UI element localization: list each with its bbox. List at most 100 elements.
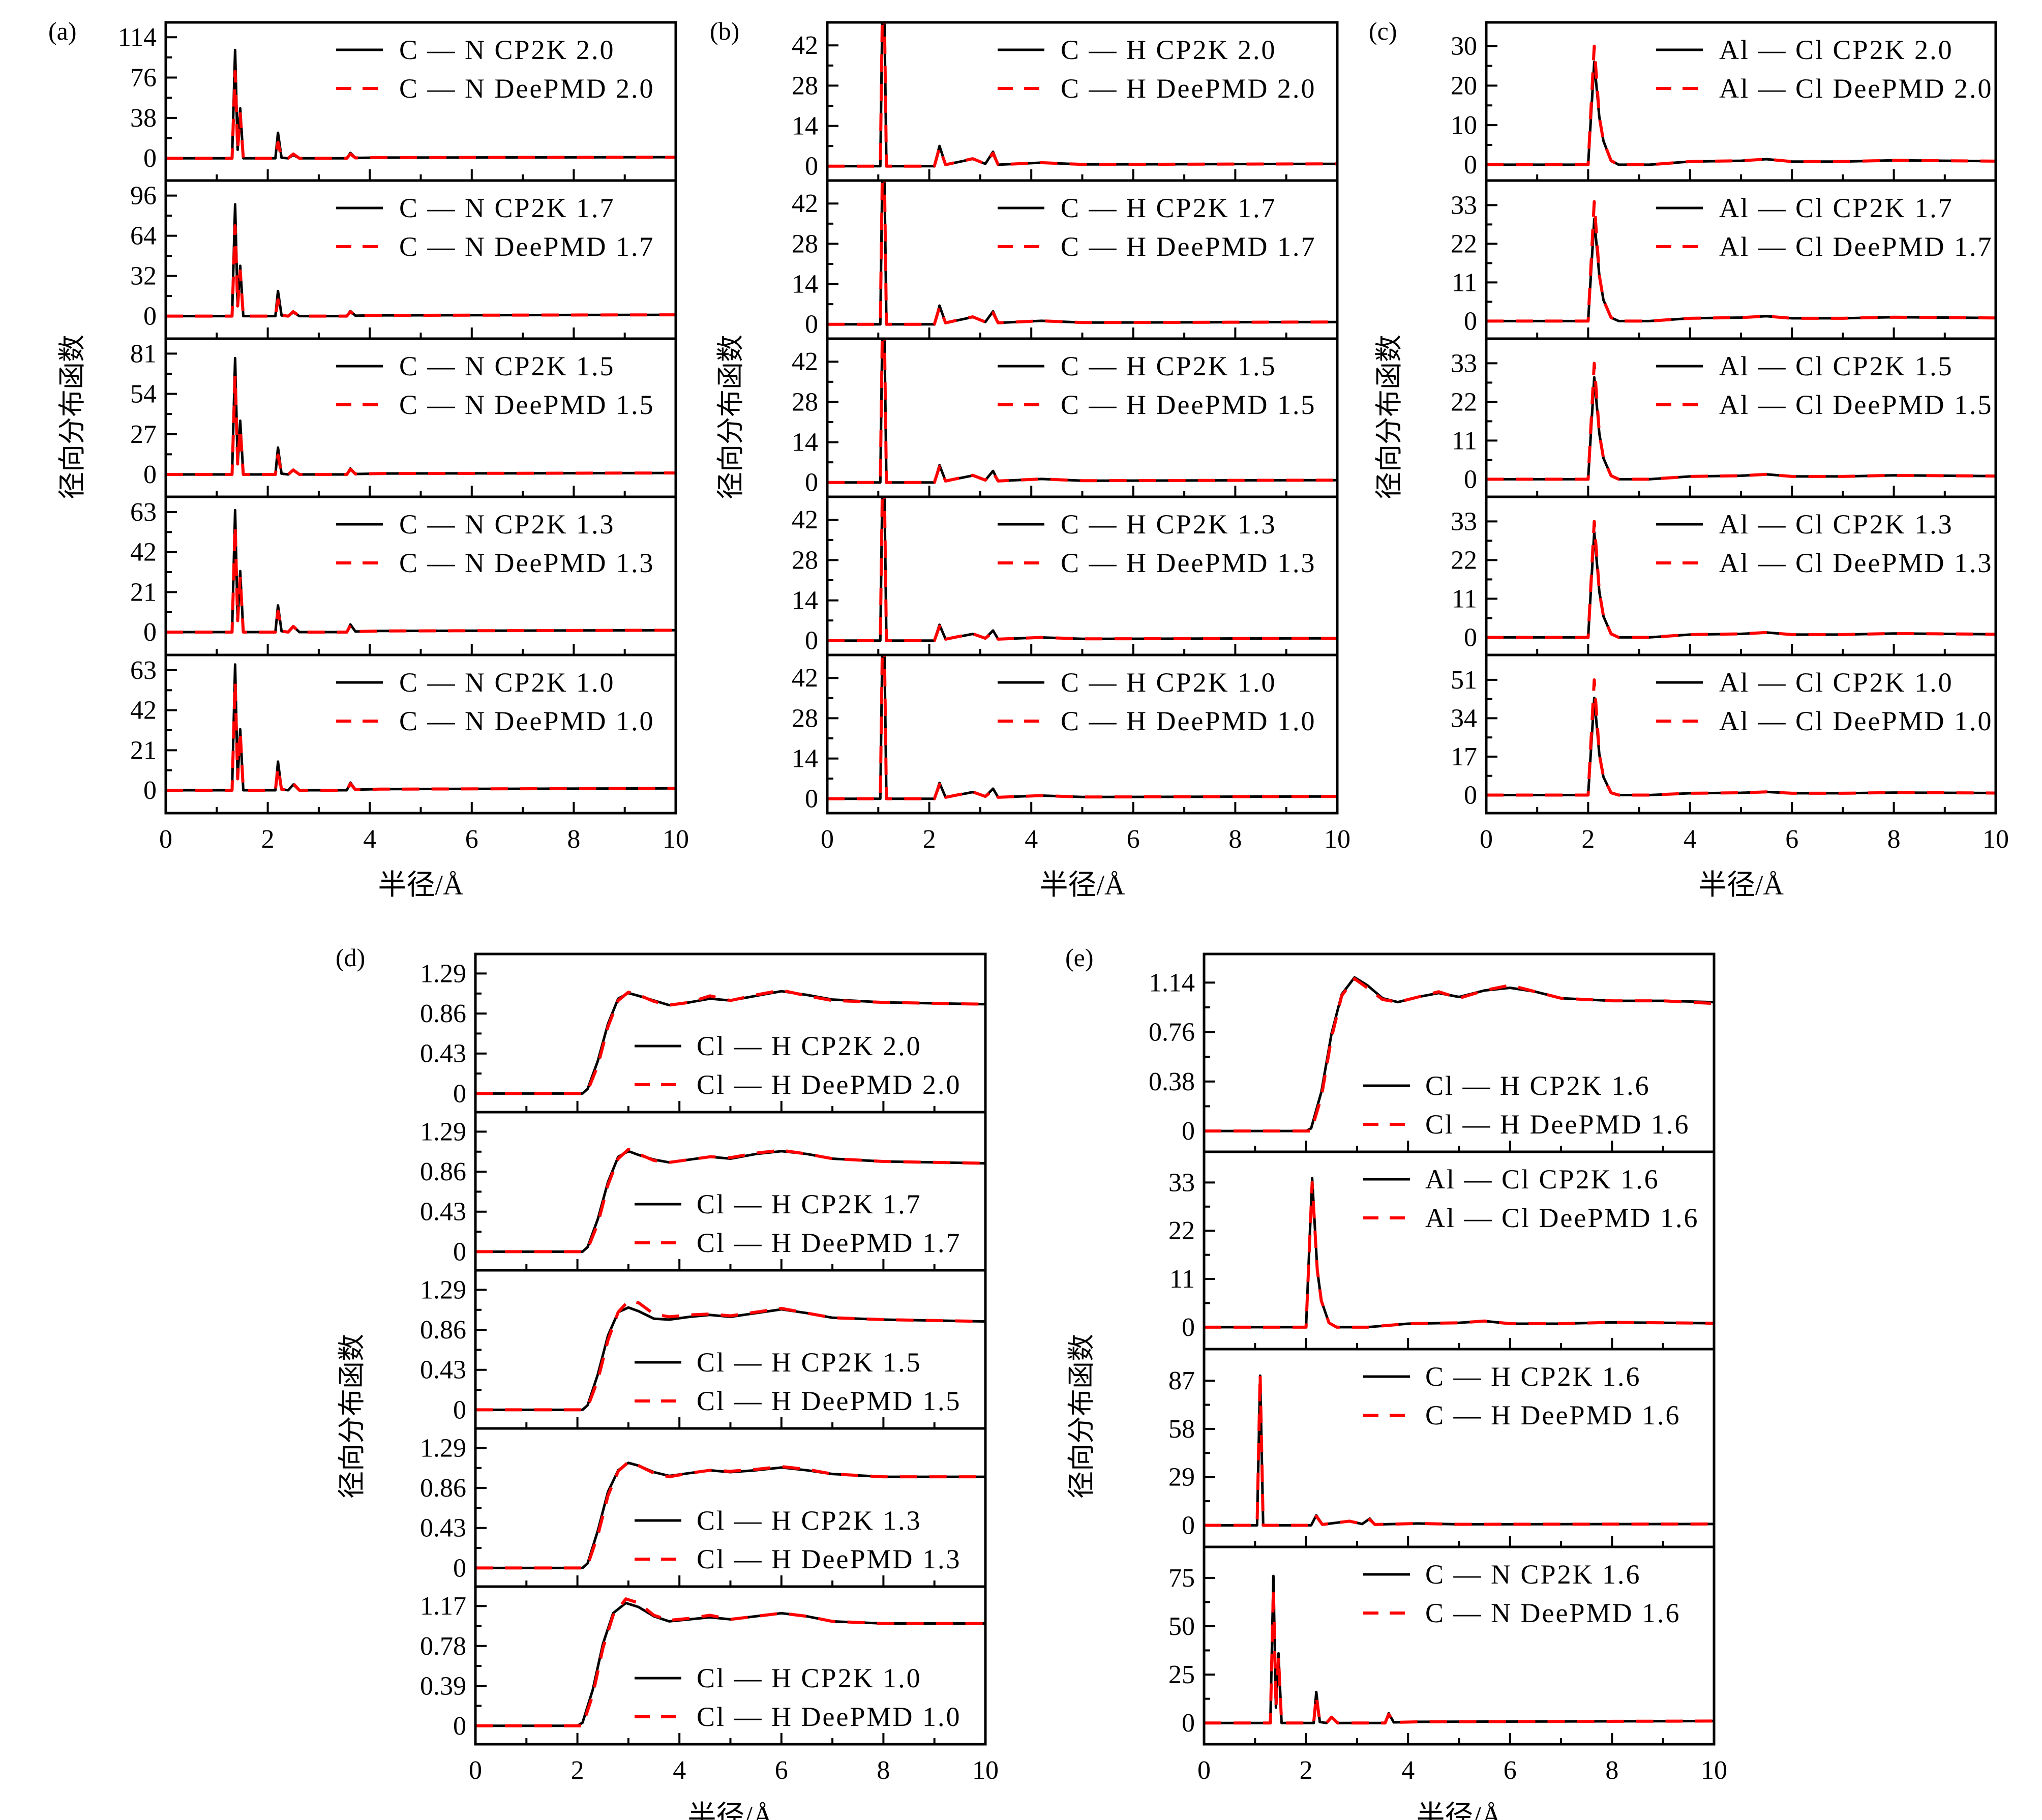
legend-entry: Al — Cl DeePMD 1.5 [1719,390,1993,420]
y-tick-label: 0.43 [420,1514,466,1543]
y-tick-label: 14 [792,744,818,773]
deepmd-series-line [1486,362,1996,481]
x-tick-label: 6 [1785,825,1798,854]
y-tick-label: 11 [1452,584,1477,613]
y-tick-label: 42 [792,664,818,693]
legend-entry: C — H CP2K 1.7 [1061,193,1277,223]
x-tick-label: 0 [821,825,834,854]
legend: C — N CP2K 1.0 C — N DeePMD 1.0 [336,667,655,736]
legend-entry: Al — Cl DeePMD 1.7 [1719,231,1993,262]
legend: C — H CP2K 1.7 C — H DeePMD 1.7 [998,193,1315,262]
panel-label: (b) [710,17,739,45]
legend-entry: Cl — H DeePMD 1.6 [1425,1109,1690,1140]
y-tick-label: 42 [792,31,818,60]
y-axis-label: 径向分布函数 [715,335,746,499]
legend-entry: C — H CP2K 1.6 [1425,1361,1641,1392]
legend: Cl — H CP2K 1.5 Cl — H DeePMD 1.5 [635,1347,960,1416]
legend-entry: C — H CP2K 1.3 [1061,509,1277,540]
cp2k-series-line [1204,1177,1714,1329]
legend: C — N CP2K 2.0 C — N DeePMD 2.0 [336,35,655,104]
x-tick-label: 0 [469,1756,482,1785]
y-tick-label: 0.86 [420,1157,466,1186]
x-tick-label: 2 [923,825,936,854]
x-tick-label: 2 [1300,1756,1313,1785]
y-tick-label: 30 [1451,32,1477,61]
legend: C — H CP2K 1.3 C — H DeePMD 1.3 [998,509,1315,578]
y-tick-label: 1.17 [420,1592,466,1621]
y-axis-label: 径向分布函数 [337,1334,367,1499]
x-tick-label: 10 [972,1756,999,1785]
y-tick-label: 0.43 [420,1039,466,1068]
deepmd-series-line [827,497,1337,642]
deepmd-series-line [1204,1373,1714,1527]
deepmd-series-line [827,339,1337,484]
deepmd-series-line [1204,977,1714,1133]
y-tick-label: 42 [792,347,818,376]
subplot: 0 14 28 42 C — H CP2K 1.3 C — H DeePMD 1.3 [792,495,1339,657]
legend: C — H CP2K 1.6 C — H DeePMD 1.6 [1363,1361,1681,1430]
legend-entry: C — N DeePMD 2.0 [399,73,655,104]
legend-entry: C — N DeePMD 1.0 [399,706,655,736]
subplot: 0 14 28 42 C — H CP2K 2.0 C — H DeePMD 2.0 [792,21,1339,182]
legend: Cl — H CP2K 1.7 Cl — H DeePMD 1.7 [635,1189,960,1258]
legend-entry: Cl — H CP2K 1.7 [697,1189,922,1219]
legend-entry: Cl — H DeePMD 2.0 [697,1069,962,1100]
y-tick-label: 0 [805,152,818,181]
legend: Al — Cl CP2K 2.0 Al — Cl DeePMD 2.0 [1656,35,1992,104]
x-axis-label: 半径/Å [1698,870,1784,901]
legend-entry: Cl — H CP2K 1.5 [697,1347,922,1378]
legend: C — H CP2K 1.5 C — H DeePMD 1.5 [998,351,1315,420]
subplot: 0 11 22 33 Al — Cl CP2K 1.5 Al — Cl DeePMD 1.… [1451,337,1997,498]
y-tick-label: 0 [805,310,818,339]
cp2k-series-line [1486,61,1996,166]
legend-entry: C — N CP2K 1.6 [1425,1559,1641,1590]
y-tick-label: 0 [1182,1313,1195,1342]
subplot: 0 0.38 0.76 1.14 Cl — H CP2K 1.6 Cl — H DeePM… [1149,952,1716,1153]
deepmd-series-line [1486,200,1996,323]
deepmd-series-line [1204,1181,1714,1329]
legend: Cl — H CP2K 1.6 Cl — H DeePMD 1.6 [1363,1070,1690,1140]
legend: C — H CP2K 2.0 C — H DeePMD 2.0 [998,35,1315,104]
legend-entry: C — N DeePMD 1.3 [399,548,655,578]
y-tick-label: 0 [453,1395,466,1424]
y-tick-label: 0 [453,1237,466,1266]
y-tick-label: 114 [118,23,157,52]
x-axis-label: 半径/Å [688,1801,774,1820]
y-tick-label: 28 [792,546,818,575]
legend: Cl — H CP2K 1.3 Cl — H DeePMD 1.3 [635,1505,960,1574]
x-tick-label: 2 [261,825,275,854]
legend-entry: Al — Cl DeePMD 1.3 [1719,548,1993,578]
legend-entry: C — H CP2K 2.0 [1061,35,1277,65]
subplot: 0 11 22 33 Al — Cl CP2K 1.6 Al — Cl DeePMD 1.… [1168,1150,1716,1351]
y-tick-label: 1.29 [420,1275,466,1304]
subplot: 0 0.43 0.86 1.29 Cl — H CP2K 2.0 Cl — H DeePM… [420,952,987,1114]
legend: Cl — H CP2K 1.0 Cl — H DeePMD 1.0 [635,1663,960,1732]
y-tick-label: 0 [1182,1709,1195,1738]
subplot: 0 21 42 63 C — N CP2K 1.3 C — N DeePMD 1.3 [130,495,677,657]
y-tick-label: 34 [1451,704,1477,733]
legend-entry: C — N DeePMD 1.5 [399,390,655,420]
x-axis-label: 半径/Å [1417,1801,1503,1820]
legend-entry: C — H DeePMD 1.6 [1425,1400,1681,1430]
y-tick-label: 22 [1451,229,1477,258]
legend-entry: C — N CP2K 1.3 [399,509,615,540]
y-tick-label: 1.29 [420,959,466,988]
y-tick-label: 25 [1168,1660,1195,1689]
legend: Cl — H CP2K 2.0 Cl — H DeePMD 2.0 [635,1031,962,1100]
deepmd-series-line [475,1460,985,1570]
y-tick-label: 0 [143,618,157,647]
y-tick-label: 11 [1452,268,1477,297]
cp2k-series-line [1486,218,1996,322]
legend-entry: C — H CP2K 1.0 [1061,667,1277,698]
y-tick-label: 27 [130,420,157,449]
legend-entry: C — N CP2K 1.7 [399,193,615,223]
y-tick-label: 63 [130,656,157,685]
subplot-frame [164,653,677,815]
x-tick-label: 10 [1701,1756,1727,1785]
y-tick-label: 10 [1451,111,1477,140]
deepmd-series-line [166,70,676,160]
panel-b: (b) 径向分布函数 0 14 28 42 C — H CP2K 2.0C — H DeeP… [710,17,1350,901]
y-tick-label: 0 [1464,781,1477,810]
y-tick-label: 42 [130,696,157,725]
y-tick-label: 0 [1464,307,1477,336]
